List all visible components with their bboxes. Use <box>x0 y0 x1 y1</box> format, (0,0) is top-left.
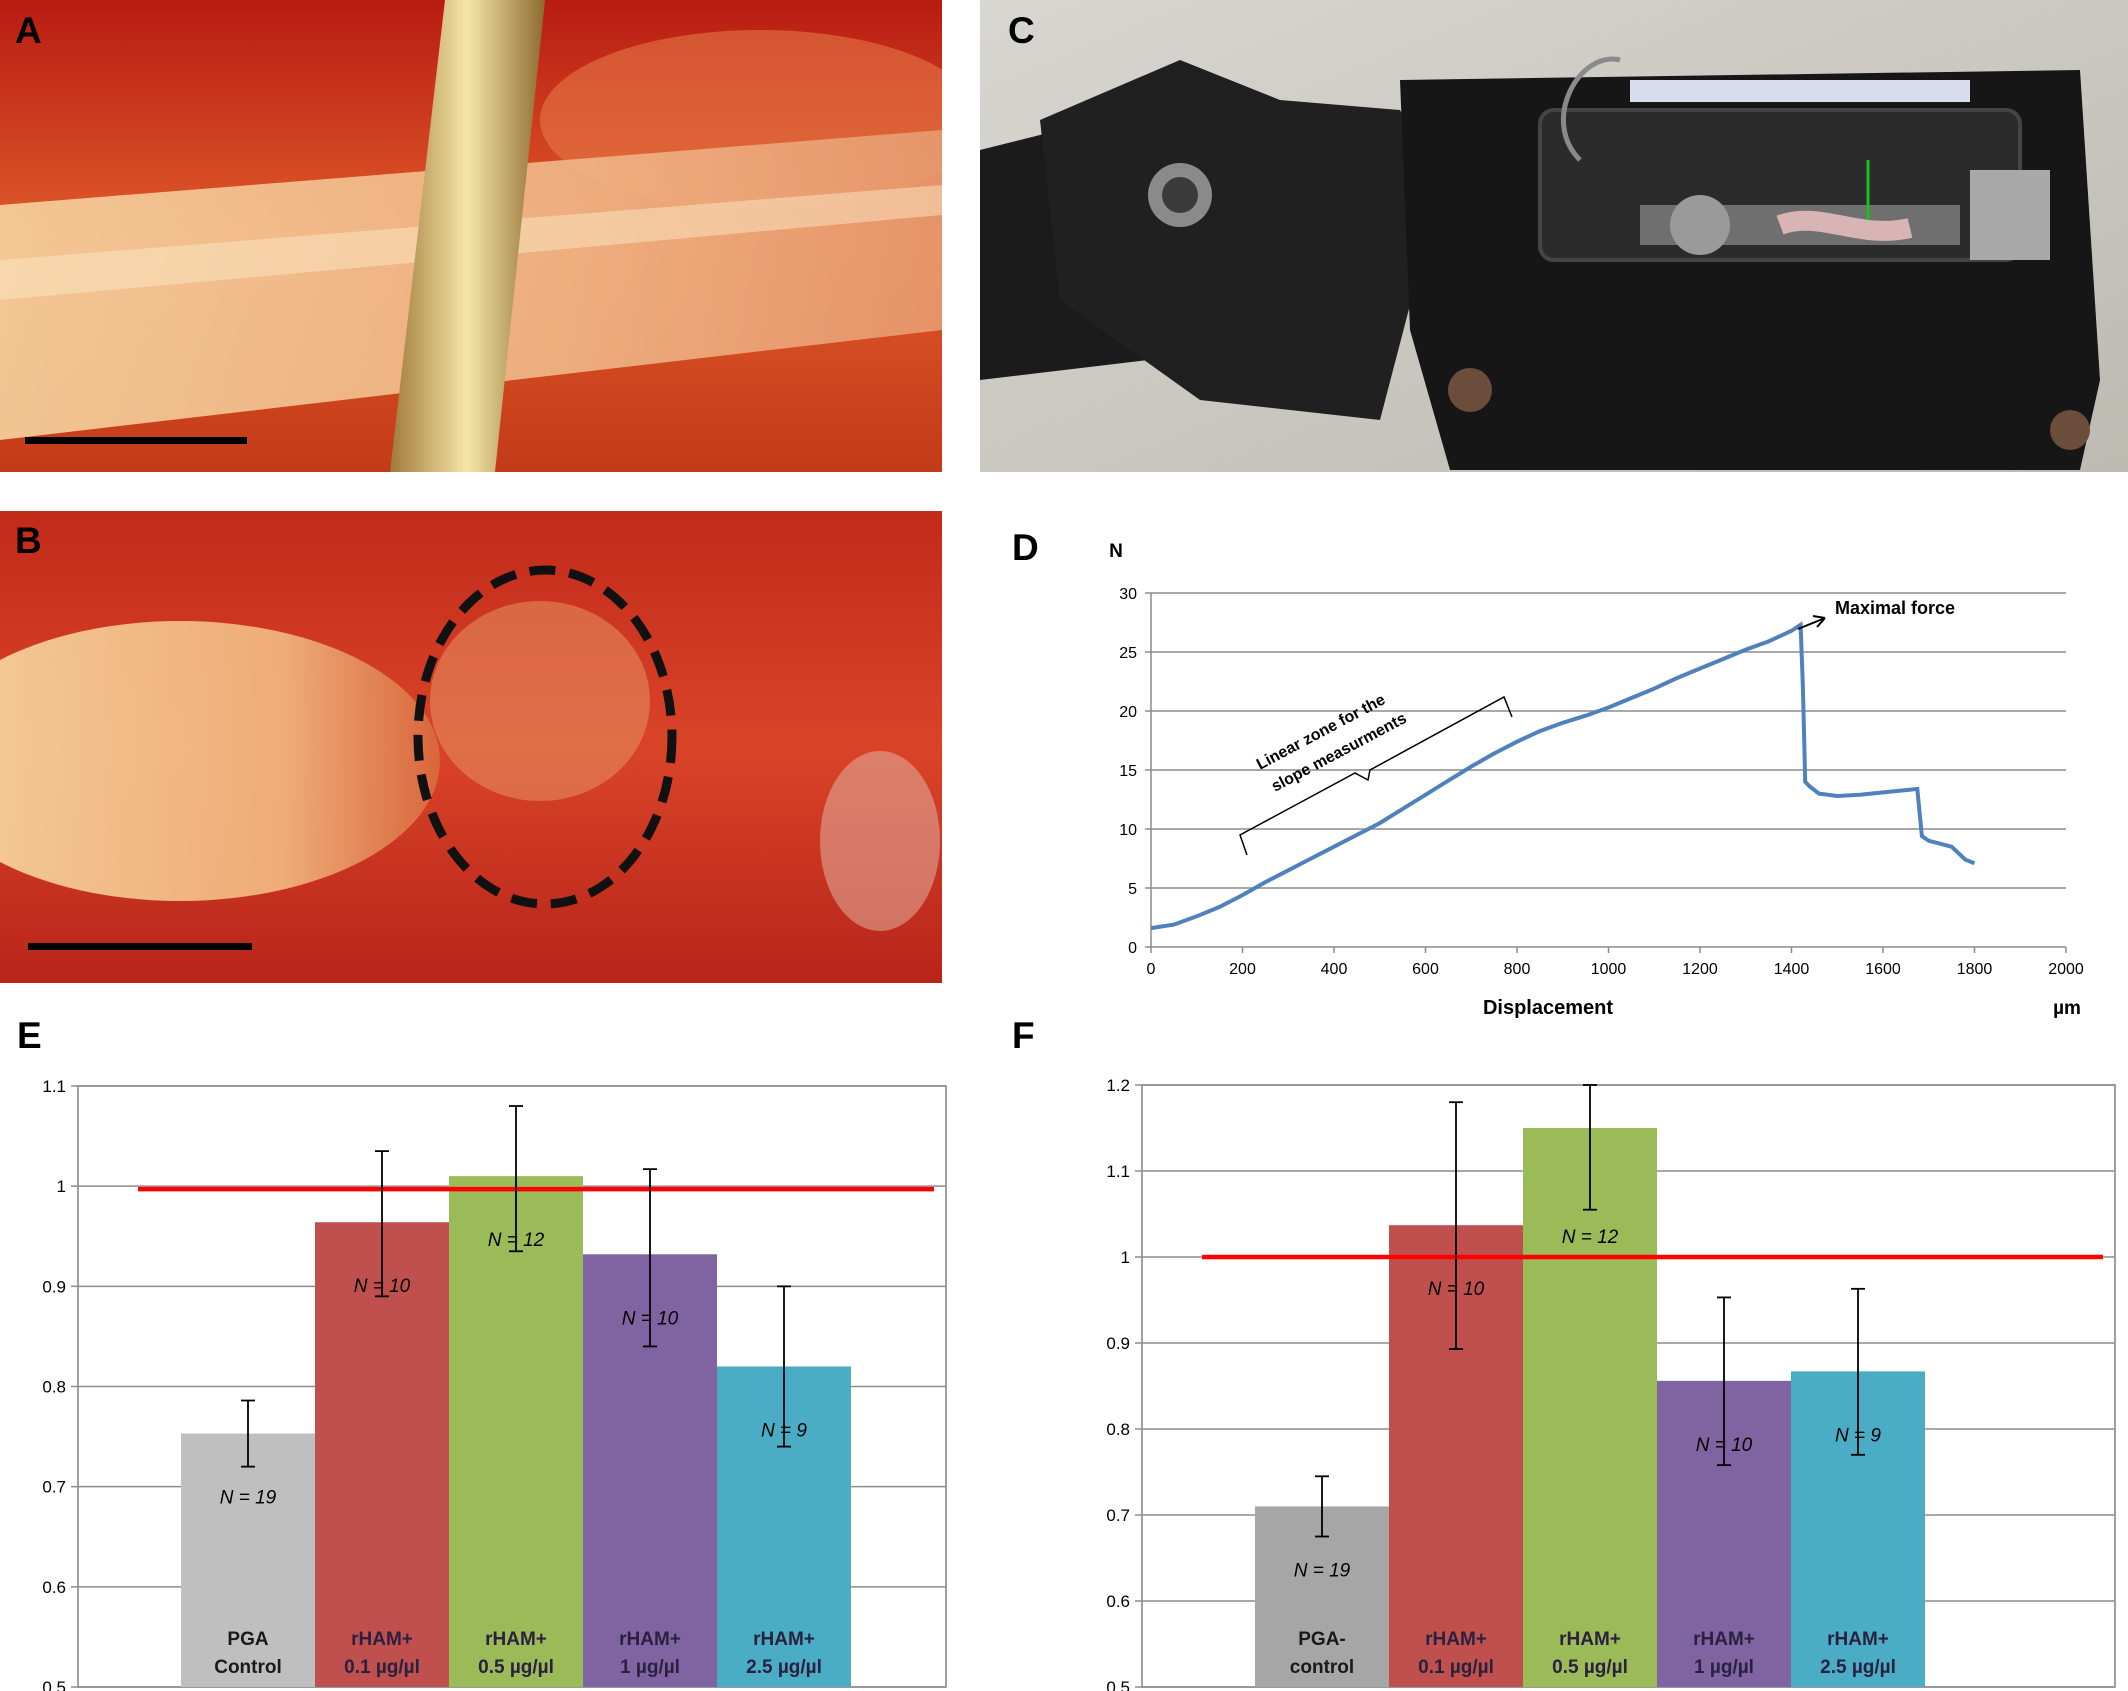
chart-d-x-ticks: 0 200 400 600 800 1000 1200 1400 1600 1800 2000 <box>1147 947 2084 978</box>
chart-d-x-tick-label: 0 <box>1147 961 1156 978</box>
chart-e-category-label-line2: Control <box>214 1657 282 1678</box>
panel-label-d: D <box>1012 527 1039 568</box>
photo-b-image <box>0 511 942 983</box>
chart-d-y-tick-label: 25 <box>1119 645 1137 662</box>
chart-f-category-label-line2: 1 µg/µl <box>1694 1657 1754 1678</box>
chart-f-n-label: N = 19 <box>1294 1560 1351 1581</box>
chart-d-force-curve <box>1150 621 1976 931</box>
chart-e-n-label: N = 19 <box>220 1488 277 1509</box>
chart-e-n-label: N = 9 <box>761 1420 807 1441</box>
chart-f-y-tick-label: 0.7 <box>1106 1506 1130 1525</box>
panel-label-f: F <box>1012 1015 1035 1056</box>
chart-e-y-tick-label: 1 <box>57 1177 66 1196</box>
chart-d-x-tick-label: 800 <box>1504 961 1531 978</box>
chart-f-bar <box>1523 1128 1657 1687</box>
chart-d-y-tick-label: 0 <box>1128 940 1137 957</box>
chart-e-y-tick-label: 0.9 <box>42 1277 66 1296</box>
chart-d-max-force-annotation: Maximal force <box>1797 598 1955 630</box>
photo-panel-b <box>0 511 942 983</box>
chart-e-category-label-line1: rHAM+ <box>619 1629 681 1650</box>
chart-e-y-tick-label: 0.5 <box>42 1678 66 1691</box>
chart-d-x-tick-label: 2000 <box>2048 961 2084 978</box>
chart-d-x-tick-label: 1800 <box>1957 961 1993 978</box>
chart-f-y-tick-label: 0.6 <box>1106 1592 1130 1611</box>
chart-f-category-label-line1: rHAM+ <box>1425 1629 1487 1650</box>
chart-d-y-tick-label: 20 <box>1119 704 1137 721</box>
chart-e-y-tick-label: 0.8 <box>42 1378 66 1397</box>
chart-f-y-tick-label: 0.5 <box>1106 1678 1130 1691</box>
chart-d-x-tick-label: 1400 <box>1774 961 1810 978</box>
chart-e-n-label: N = 12 <box>488 1230 545 1251</box>
chart-d-y-tick-label: 5 <box>1128 881 1137 898</box>
scale-bar <box>25 437 247 444</box>
photo-panel-a <box>0 0 942 472</box>
chart-f-y-tick-label: 1.1 <box>1106 1162 1130 1181</box>
chart-e-bar <box>449 1176 583 1687</box>
photo-a-image <box>0 0 942 472</box>
chart-e-bar <box>315 1222 449 1687</box>
chart-e-bar <box>181 1433 315 1687</box>
chart-d-y-tick-label: 15 <box>1119 763 1137 780</box>
chart-d-x-tick-label: 600 <box>1412 961 1439 978</box>
chart-f-category-label-line2: 0.1 µg/µl <box>1418 1657 1494 1678</box>
chart-f-category-label-line1: rHAM+ <box>1827 1629 1889 1650</box>
chart-e-category-label-line2: 1 µg/µl <box>620 1657 680 1678</box>
region-dashed-circle <box>413 565 677 909</box>
photo-panel-c <box>980 0 2128 472</box>
chart-d-force-displacement: 0 5 10 15 20 25 30 0 200 400 600 800 1000 1200 1400 16… <box>1109 541 2084 1019</box>
chart-f-category-label-line2: 0.5 µg/µl <box>1552 1657 1628 1678</box>
chart-d-x-tick-label: 400 <box>1321 961 1348 978</box>
chart-e-category-label-line1: rHAM+ <box>351 1629 413 1650</box>
chart-d-x-unit: µm <box>2053 998 2081 1019</box>
chart-e-category-label-line1: PGA <box>227 1629 268 1650</box>
chart-e-bar-chart: 0.5 0.6 0.7 0.8 0.9 1 1.1 N = 19 PGA Control N = 1… <box>42 1077 947 1691</box>
chart-d-linear-zone-annotation: Linear zone for the slope measurments <box>1239 691 1513 856</box>
chart-f-y-tick-label: 0.9 <box>1106 1334 1130 1353</box>
chart-f-category-label-line1: PGA- <box>1298 1629 1346 1650</box>
panel-label-a: A <box>15 10 42 51</box>
scale-bar <box>28 943 252 950</box>
chart-f-bar-chart: 0.5 0.6 0.7 0.8 0.9 1 1.1 1.2 N = 19 PGA-control N… <box>1106 1076 2116 1691</box>
chart-d-y-ticks: 0 5 10 15 20 25 30 <box>1119 586 1151 957</box>
chart-f-category-label-line1: rHAM+ <box>1693 1629 1755 1650</box>
panel-label-b: B <box>15 520 42 561</box>
chart-f-n-label: N = 10 <box>1696 1435 1753 1456</box>
chart-f-category-label-line1: rHAM+ <box>1559 1629 1621 1650</box>
chart-e-y-tick-label: 1.1 <box>42 1077 66 1096</box>
chart-f-category-label-line2: 2.5 µg/µl <box>1820 1657 1896 1678</box>
chart-f-n-label: N = 12 <box>1562 1227 1619 1248</box>
chart-f-category-label-line2: control <box>1290 1657 1354 1678</box>
chart-f-y-tick-label: 1.2 <box>1106 1076 1130 1095</box>
chart-e-n-label: N = 10 <box>622 1308 679 1329</box>
chart-e-y-tick-label: 0.7 <box>42 1478 66 1497</box>
chart-d-max-force-label: Maximal force <box>1835 598 1955 618</box>
chart-e-category-label-line2: 0.1 µg/µl <box>344 1657 420 1678</box>
chart-e-category-label-line1: rHAM+ <box>753 1629 815 1650</box>
chart-f-n-label: N = 10 <box>1428 1279 1485 1300</box>
chart-d-y-unit: N <box>1109 541 1123 562</box>
chart-d-y-tick-label: 10 <box>1119 822 1137 839</box>
chart-d-y-tick-label: 30 <box>1119 586 1137 603</box>
chart-d-x-tick-label: 200 <box>1229 961 1256 978</box>
chart-d-x-tick-label: 1600 <box>1865 961 1901 978</box>
chart-e-category-label-line2: 0.5 µg/µl <box>478 1657 554 1678</box>
chart-d-x-label: Displacement <box>1483 997 1613 1019</box>
chart-e-category-label-line2: 2.5 µg/µl <box>746 1657 822 1678</box>
panel-label-e: E <box>17 1015 42 1056</box>
chart-d-x-tick-label: 1200 <box>1682 961 1718 978</box>
chart-e-category-label-line1: rHAM+ <box>485 1629 547 1650</box>
panel-label-c: C <box>1008 10 1035 51</box>
chart-e-n-label: N = 10 <box>354 1276 411 1297</box>
photo-c-image <box>980 0 2128 472</box>
chart-f-y-tick-label: 1 <box>1121 1248 1130 1267</box>
chart-f-n-label: N = 9 <box>1835 1425 1881 1446</box>
chart-e-y-tick-label: 0.6 <box>42 1578 66 1597</box>
chart-f-y-tick-label: 0.8 <box>1106 1420 1130 1439</box>
chart-d-x-tick-label: 1000 <box>1591 961 1627 978</box>
